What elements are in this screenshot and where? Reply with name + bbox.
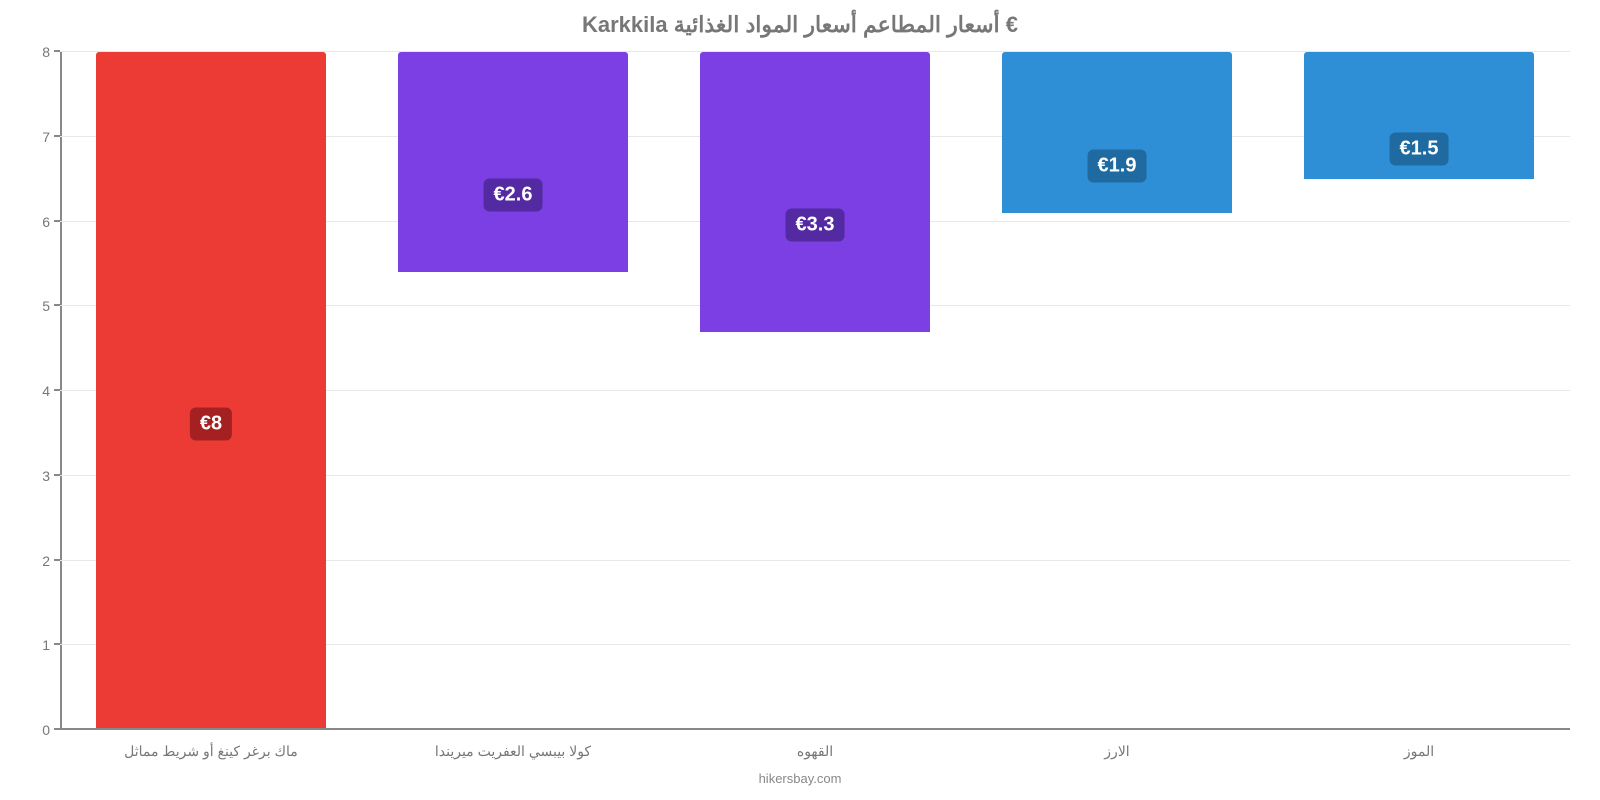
bar: €1.9	[1002, 52, 1232, 213]
bar-value-label: €1.9	[1088, 149, 1147, 182]
bar: €1.5	[1304, 52, 1534, 179]
x-axis-line	[60, 728, 1570, 730]
source-label: hikersbay.com	[0, 771, 1600, 786]
plot-area: 012345678 €8€2.6€3.3€1.9€1.5	[60, 52, 1570, 730]
bar: €8	[96, 52, 326, 730]
bar-slot: €8	[60, 52, 362, 730]
bar-slot: €2.6	[362, 52, 664, 730]
y-axis-tick-label: 3	[42, 469, 60, 483]
y-axis-tick-label: 2	[42, 554, 60, 568]
bar-value-label: €8	[190, 408, 232, 441]
price-bar-chart: Karkkila أسعار المطاعم أسعار المواد الغذ…	[0, 0, 1600, 800]
bar: €3.3	[700, 52, 930, 332]
x-axis-category-label: الارز	[966, 743, 1268, 760]
x-axis-category-label: كولا بيبسي العفريت ميريندا	[362, 743, 664, 760]
y-axis-tick-label: 6	[42, 215, 60, 229]
bars-row: €8 €2.6 €3.3 €1.9 €1.5	[60, 52, 1570, 730]
x-axis-category-label: الموز	[1268, 743, 1570, 760]
y-axis-tick-label: 0	[42, 723, 60, 737]
y-axis-tick-label: 4	[42, 384, 60, 398]
x-axis-labels: ماك برغر كينغ أو شريط مماثلكولا بيبسي ال…	[60, 743, 1570, 760]
x-axis-category-label: ماك برغر كينغ أو شريط مماثل	[60, 743, 362, 760]
y-axis-tick-label: 7	[42, 130, 60, 144]
y-axis-tick-label: 5	[42, 299, 60, 313]
bar-slot: €1.9	[966, 52, 1268, 730]
chart-title: Karkkila أسعار المطاعم أسعار المواد الغذ…	[0, 0, 1600, 46]
bar-value-label: €1.5	[1390, 132, 1449, 165]
bar-value-label: €2.6	[484, 179, 543, 212]
y-axis-tick-label: 8	[42, 45, 60, 59]
bar-slot: €1.5	[1268, 52, 1570, 730]
bar-value-label: €3.3	[786, 208, 845, 241]
x-axis-category-label: القهوه	[664, 743, 966, 760]
bar: €2.6	[398, 52, 628, 272]
bar-slot: €3.3	[664, 52, 966, 730]
y-axis-tick-label: 1	[42, 638, 60, 652]
